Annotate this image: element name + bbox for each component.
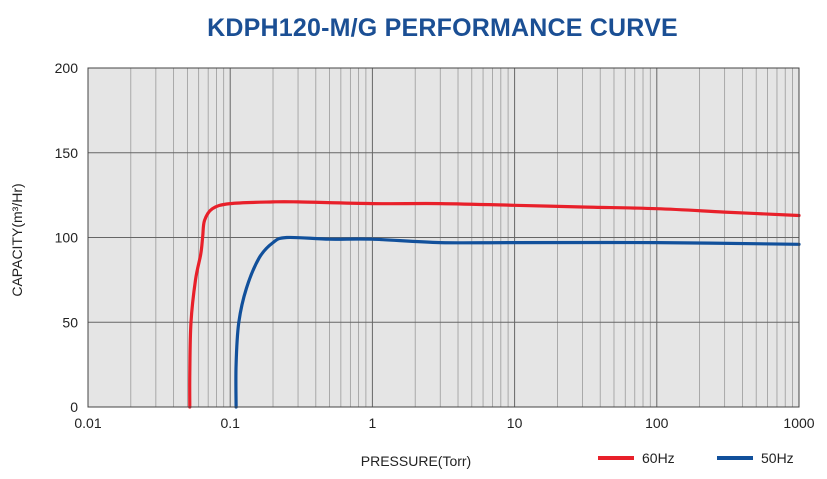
y-tick-label: 100 [55, 230, 79, 246]
y-tick-label: 50 [62, 314, 78, 330]
x-axis-label: PRESSURE(Torr) [361, 453, 471, 469]
x-tick-label: 0.01 [74, 415, 101, 431]
x-tick-label: 100 [645, 415, 669, 431]
x-tick-label: 0.1 [220, 415, 240, 431]
y-tick-label: 0 [70, 399, 78, 415]
y-tick-label: 200 [55, 60, 79, 76]
y-tick-label: 150 [55, 145, 79, 161]
y-tick-labels: 0 50 100 150 200 [55, 60, 79, 415]
legend-label-50hz: 50Hz [761, 450, 794, 466]
y-axis-label: CAPACITY(m³/Hr) [9, 183, 25, 296]
legend-label-60hz: 60Hz [642, 450, 675, 466]
grid [87, 67, 799, 408]
legend: 60Hz 50Hz [598, 450, 794, 466]
series-line-60hz [188, 200, 801, 409]
x-tick-label: 1 [369, 415, 377, 431]
plot-border [87, 67, 800, 408]
x-tick-label: 1000 [783, 415, 814, 431]
series-layer [188, 200, 801, 409]
x-tick-labels: 0.01 0.1 1 10 100 1000 [74, 415, 814, 431]
chart-title: KDPH120-M/G PERFORMANCE CURVE [207, 14, 678, 42]
series-line-50hz [234, 235, 801, 409]
x-tick-label: 10 [507, 415, 523, 431]
